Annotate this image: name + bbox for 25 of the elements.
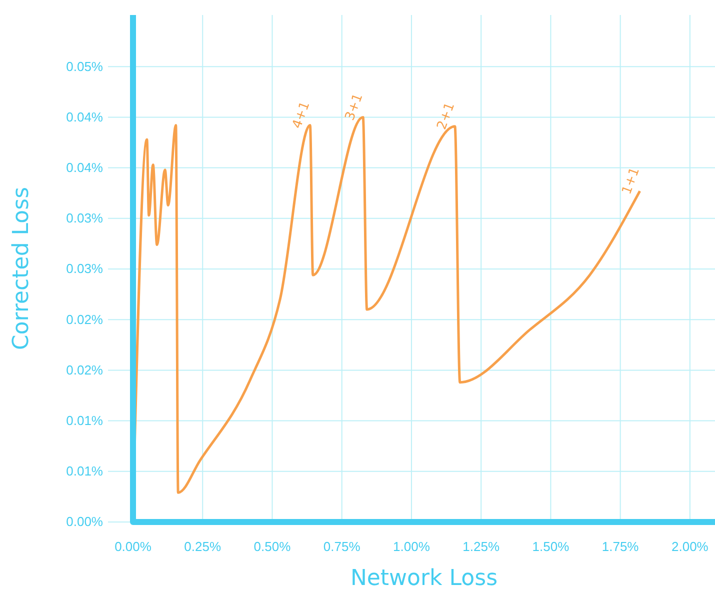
x-tick-label: 1.50% [532,539,570,554]
x-tick-label: 1.00% [393,539,430,554]
y-tick-label: 0.05% [66,58,104,74]
y-tick-label: 0.02% [66,312,104,327]
x-tick-label: 0.75% [323,539,361,554]
x-tick-label: 0.50% [254,539,292,554]
y-tick-label: 0.02% [66,362,104,378]
y-tick-label: 0.03% [66,210,104,226]
y-tick-label: 0.04% [66,160,104,175]
x-tick-label: 0.25% [184,539,222,554]
annotation: 2+1 [434,100,458,132]
y-tick-label: 0.04% [66,109,104,124]
x-tick-label: 0.00% [114,539,152,554]
x-tick-label: 1.75% [602,539,640,554]
annotation: 1+1 [619,166,643,196]
y-axis-title: Corrected Loss [9,186,34,350]
x-tick-label: 1.25% [462,539,500,554]
x-tick-label: 2.00% [672,539,709,554]
annotation: 4+1 [290,100,314,131]
y-tick-label: 0.03% [66,261,104,276]
y-tick-label: 0.00% [66,514,104,530]
y-tick-label: 0.01% [66,464,104,479]
y-tick-label: 0.01% [66,412,104,428]
annotation: 3+1 [342,92,366,123]
x-axis-title: Network Loss [350,566,498,591]
